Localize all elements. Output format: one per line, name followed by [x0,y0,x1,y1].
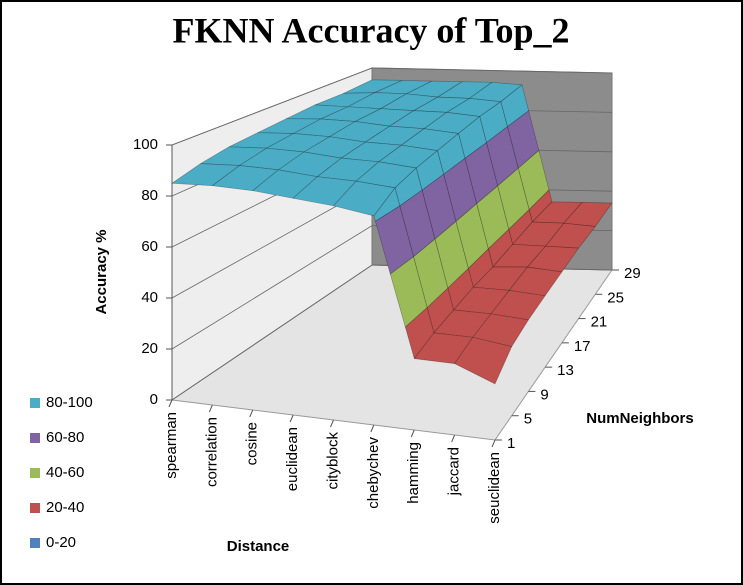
x-tick-label: hamming [405,442,422,504]
legend-label: 60-80 [46,429,84,446]
x-tick-label: cosine [244,422,261,465]
surface-patch [563,202,613,227]
x-tick [451,434,456,443]
surface-patch [527,245,579,273]
x-tick-label: spearman [163,412,180,479]
y-axis-title: Accuracy % [93,229,110,314]
x-tick-label: euclidean [284,427,301,491]
grid-line [171,67,613,146]
x-tick-label: chebychev [365,437,382,509]
legend-label: 40-60 [46,464,84,481]
x-tick [208,404,213,413]
legend-swatch [30,398,40,408]
x-tick-label: jaccard [446,447,463,496]
z-tick-label: 5 [524,411,532,428]
x-tick [289,414,294,423]
y-tick-label: 0 [150,391,158,408]
surface-patch [454,336,513,385]
y-tick-label: 100 [133,136,158,153]
x-tick [249,409,254,418]
legend-swatch [30,538,40,548]
surface-patch [517,149,550,210]
legend-label: 0-20 [46,534,76,551]
z-tick-label: 21 [591,314,608,331]
y-tick-label: 40 [141,289,158,306]
z-tick-label: 9 [540,386,548,403]
x-tick-label: seuclidean [486,452,503,524]
y-tick-label: 20 [141,340,158,357]
chart-title: FKNN Accuracy of Top_2 [172,10,569,50]
x-tick [410,429,415,438]
x-tick-label: correlation [203,417,220,487]
y-tick-label: 60 [141,238,158,255]
z-tick-label: 25 [607,289,624,306]
surface-patch [464,142,498,204]
x-axis-title: Distance [227,538,290,555]
x-tick [330,419,334,428]
legend-swatch [30,468,40,478]
legend-label: 80-100 [46,394,93,411]
surface-patch [373,187,401,222]
y-tick-label: 80 [141,187,158,204]
x-tick [370,424,375,433]
z-tick-label: 1 [507,435,515,452]
legend-swatch [30,503,40,513]
x-tick [491,439,496,448]
legend-label: 20-40 [46,499,84,516]
z-tick-label: 13 [557,362,574,379]
x-tick [168,399,173,408]
z-tick-label: 29 [624,265,641,282]
legend-swatch [30,433,40,443]
surface-patch [415,150,444,191]
z-tick-label: 17 [574,338,591,355]
z-axis-title: NumNeighbors [586,410,694,427]
x-tick-label: cityblock [324,432,341,490]
